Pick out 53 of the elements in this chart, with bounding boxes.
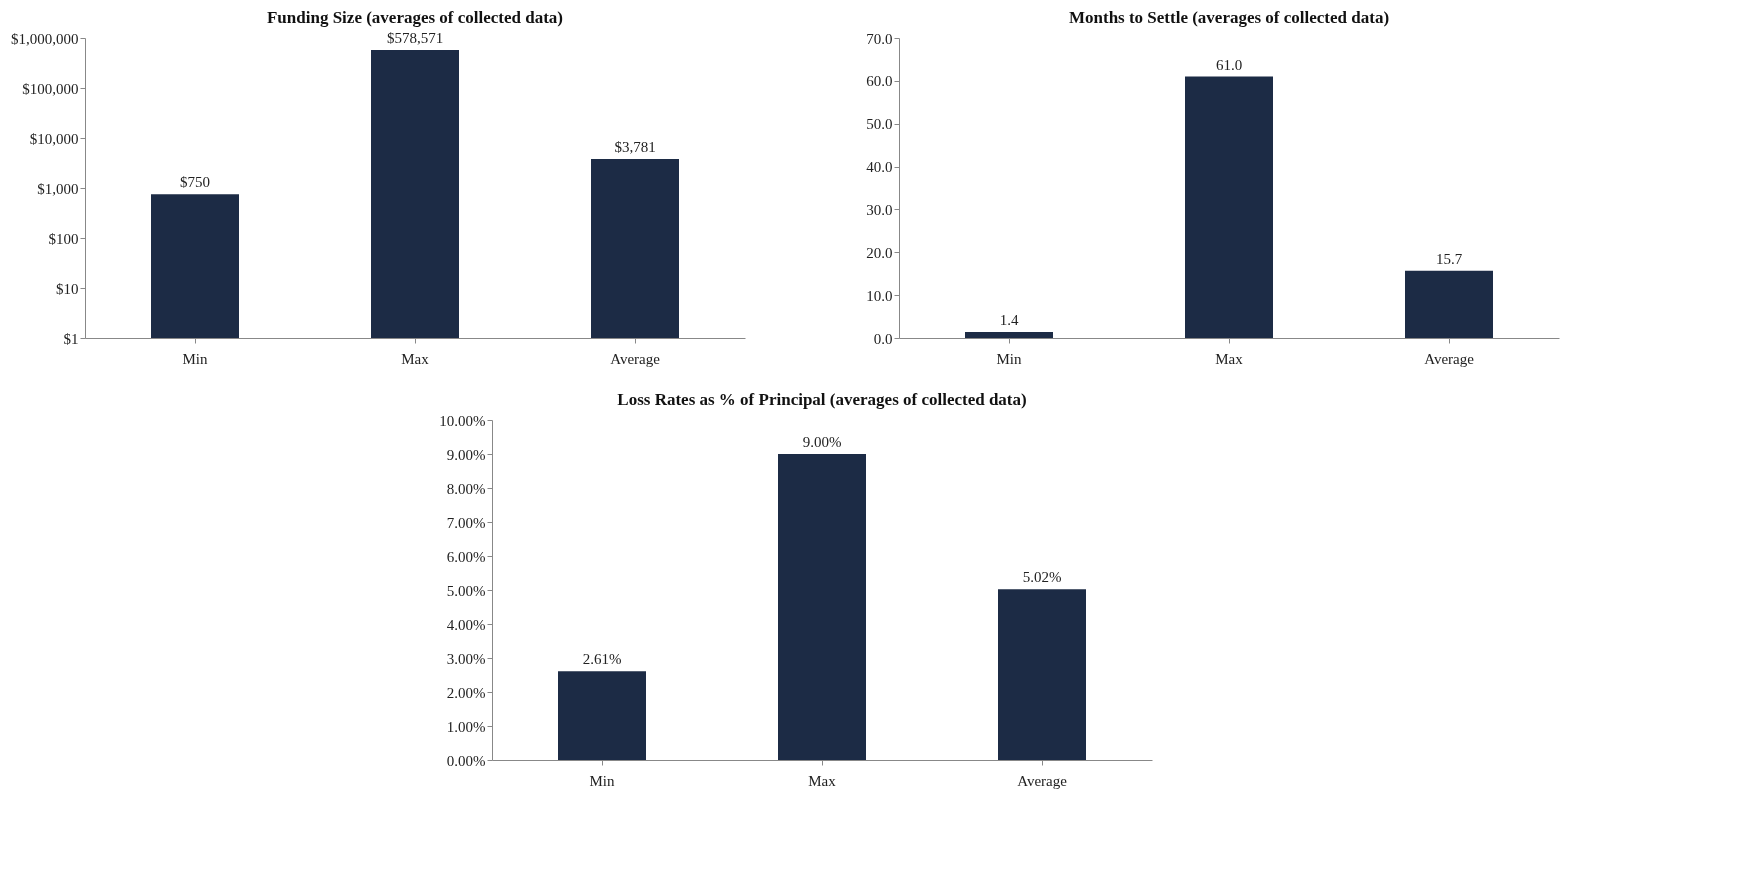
- y-tick-label: 40.0: [866, 159, 893, 176]
- x-tick-label: Min: [182, 350, 208, 367]
- data-label: 9.00%: [802, 434, 842, 450]
- y-tick-label: 6.00%: [446, 548, 486, 565]
- y-tick-label: 1.00%: [446, 718, 486, 735]
- y-tick-label: 2.00%: [446, 684, 486, 701]
- y-tick-label: 0.0: [873, 330, 893, 347]
- chart-title: Months to Settle (averages of collected data): [1068, 8, 1390, 27]
- y-tick-label: 70.0: [866, 30, 893, 47]
- y-tick-label: 8.00%: [446, 480, 486, 497]
- y-tick-label: $100: [48, 230, 79, 247]
- x-tick-label: Max: [401, 350, 430, 367]
- bar: [1405, 270, 1493, 338]
- x-tick-label: Min: [996, 350, 1022, 367]
- data-label: 1.4: [999, 312, 1019, 328]
- y-tick-label: 50.0: [866, 116, 893, 133]
- bar: [778, 454, 866, 760]
- bar: [965, 332, 1053, 338]
- y-tick-label: 10.0: [866, 287, 893, 304]
- y-tick-label: $1: [63, 330, 79, 347]
- data-label: $3,781: [614, 139, 656, 156]
- y-tick-label: 3.00%: [446, 650, 486, 667]
- y-tick-label: 9.00%: [446, 446, 486, 463]
- y-tick-label: 0.00%: [446, 752, 486, 769]
- bar: [998, 589, 1086, 760]
- x-tick-label: Average: [1424, 350, 1475, 367]
- y-tick-label: 7.00%: [446, 514, 486, 531]
- x-tick-label: Max: [808, 772, 837, 789]
- y-tick-label: $10: [56, 280, 79, 297]
- y-tick-label: $10,000: [29, 130, 79, 147]
- x-tick-label: Max: [1215, 350, 1244, 367]
- y-tick-label: 10.00%: [439, 412, 486, 429]
- data-label: $750: [180, 174, 210, 191]
- bar: [1185, 76, 1273, 338]
- y-tick-label: 60.0: [866, 73, 893, 90]
- y-tick-label: $1,000: [37, 180, 79, 197]
- x-tick-label: Min: [589, 772, 615, 789]
- chart-title: Loss Rates as % of Principal (averages of collected data): [617, 390, 1027, 409]
- y-tick-label: 4.00%: [446, 616, 486, 633]
- y-tick-label: 30.0: [866, 201, 893, 218]
- chart-title: Funding Size (averages of collected data): [266, 7, 564, 27]
- y-tick-label: $1,000,000: [11, 30, 79, 47]
- y-tick-label: 20.0: [866, 244, 893, 261]
- bar: [558, 671, 646, 760]
- data-label: 5.02%: [1022, 569, 1062, 586]
- y-tick-label: $100,000: [22, 80, 79, 97]
- data-label: 61.0: [1215, 56, 1243, 73]
- data-label: $578,571: [386, 29, 444, 46]
- data-label: 15.7: [1435, 250, 1463, 267]
- data-label: 2.61%: [582, 651, 622, 668]
- y-tick-label: 5.00%: [446, 582, 486, 599]
- x-tick-label: Average: [610, 350, 661, 367]
- x-tick-label: Average: [1017, 772, 1068, 789]
